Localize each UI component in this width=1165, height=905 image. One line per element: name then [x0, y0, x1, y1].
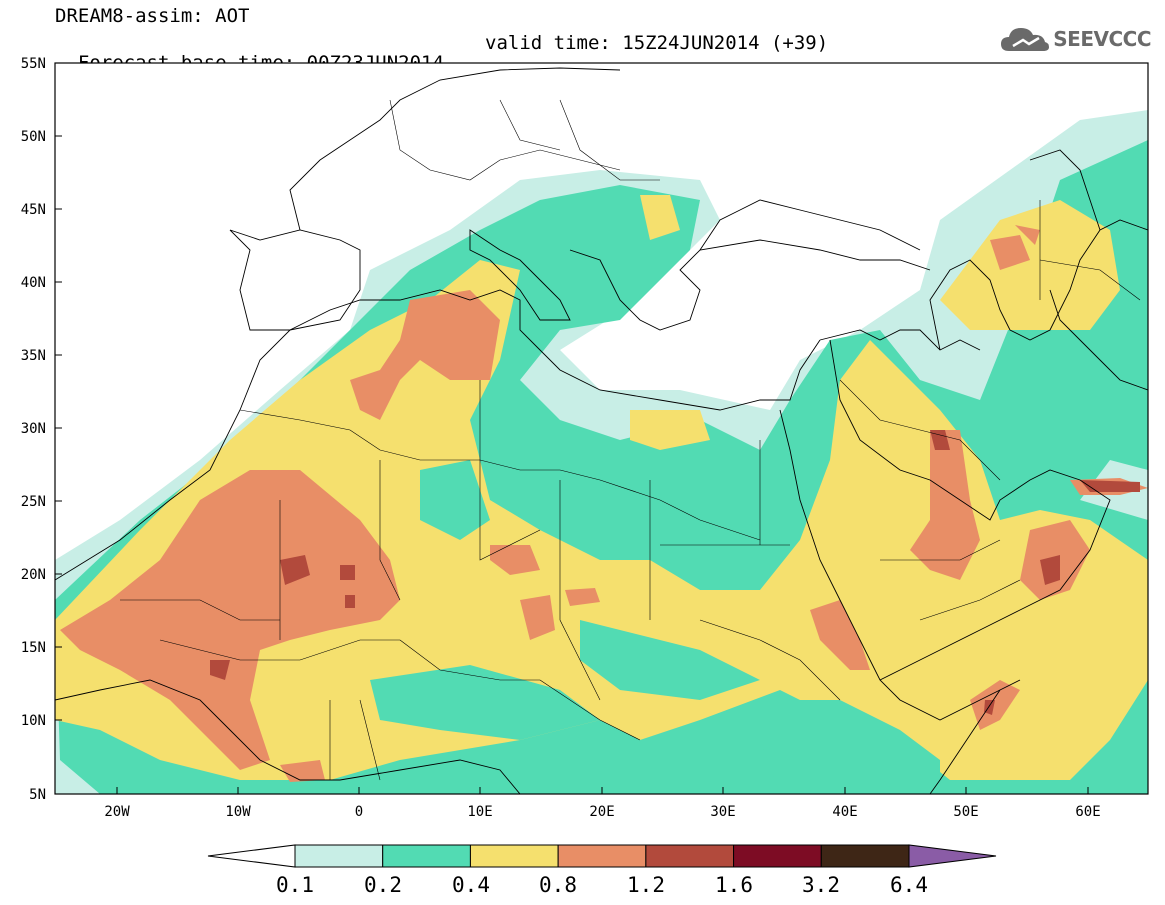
lat-label: 30N — [21, 421, 46, 437]
colorbar-swatch — [469, 844, 559, 868]
valid-time: valid time: 15Z24JUN2014 (+39) — [485, 32, 829, 54]
colorbar-swatches — [294, 844, 910, 868]
lat-label: 40N — [21, 275, 46, 291]
lat-label: 35N — [21, 348, 46, 364]
lon-label: 30E — [710, 804, 735, 820]
lat-label: 10N — [21, 713, 46, 729]
colorbar-swatch — [820, 844, 910, 868]
colorbar-swatch — [557, 844, 647, 868]
cloud-icon — [1001, 28, 1050, 51]
lon-label: 40E — [832, 804, 857, 820]
lat-label: 50N — [21, 129, 46, 145]
colorbar-label: 0.1 — [276, 873, 314, 897]
longitude-labels: 20W 10W 0 10E 20E 30E 40E 50E 60E — [104, 804, 1100, 820]
lat-label: 45N — [21, 202, 46, 218]
colorbar-label: 6.4 — [890, 873, 928, 897]
colorbar-swatch — [382, 844, 471, 868]
seevccc-logo: SEEVCCC — [999, 24, 1151, 54]
lon-label: 20E — [589, 804, 614, 820]
lon-label: 10W — [225, 804, 251, 820]
colorbar: 0.1 0.2 0.4 0.8 1.2 1.6 3.2 6.4 — [207, 844, 997, 897]
lon-label: 20W — [104, 804, 130, 820]
colorbar-under-arrow — [207, 844, 296, 868]
lat-label: 15N — [21, 640, 46, 656]
lon-label: 60E — [1075, 804, 1100, 820]
coastlines — [55, 67, 1148, 794]
axis-ticks — [55, 62, 1089, 794]
lon-label: 50E — [953, 804, 978, 820]
colorbar-label: 3.2 — [802, 873, 840, 897]
colorbar-over-arrow — [908, 844, 997, 868]
lat-label: 25N — [21, 494, 46, 510]
colorbar-label: 0.8 — [539, 873, 577, 897]
colorbar-label: 0.4 — [452, 873, 490, 897]
colorbar-label: 1.6 — [715, 873, 753, 897]
chart-title: DREAM8-assim: AOT — [55, 5, 250, 27]
logo-text: SEEVCCC — [1053, 27, 1151, 51]
lon-label: 10E — [467, 804, 492, 820]
lat-label: 20N — [21, 567, 46, 583]
colorbar-swatch — [645, 844, 735, 868]
colorbar-label: 1.2 — [627, 873, 665, 897]
country-borders — [120, 99, 1141, 781]
colorbar-label: 0.2 — [364, 873, 402, 897]
lon-label: 0 — [355, 804, 363, 820]
colorbar-swatch — [294, 844, 384, 868]
lat-label: 5N — [29, 787, 46, 803]
colorbar-swatch — [733, 844, 822, 868]
latitude-labels: 55N 50N 45N 40N 35N 30N 25N 20N 15N 10N … — [21, 56, 46, 803]
aot-field — [55, 63, 1148, 794]
lat-label: 55N — [21, 56, 46, 72]
